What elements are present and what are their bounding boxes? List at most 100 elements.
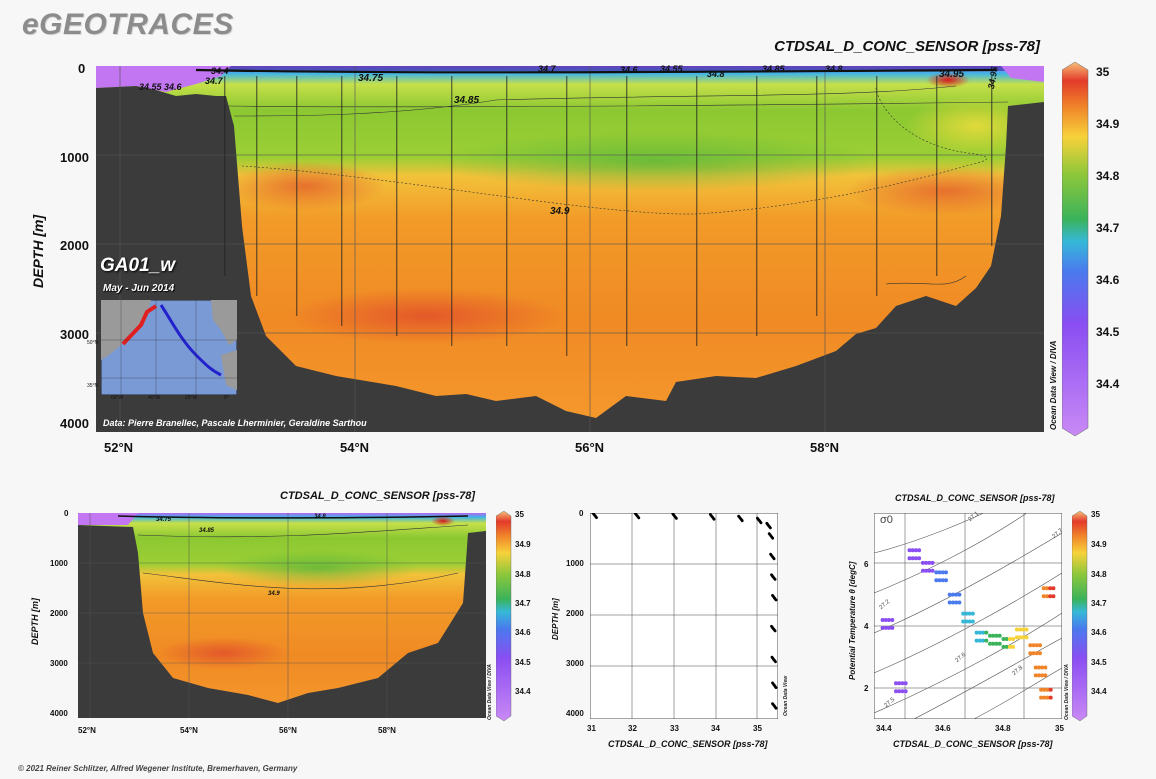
ts-point — [887, 625, 891, 630]
ts-point — [967, 611, 972, 616]
small-colorbar-tick: 34.7 — [515, 599, 531, 608]
profile-xtick: 34 — [711, 724, 720, 733]
map-lon-label: 0° — [224, 395, 229, 401]
ts-point — [984, 638, 989, 643]
ts-title: CTDSAL_D_CONC_SENSOR [pss-78] — [895, 493, 1055, 503]
ts-point — [1036, 673, 1041, 678]
brand-title: eGEOTRACES — [22, 8, 234, 41]
small-contour-label: 34.85 — [199, 528, 215, 534]
ts-point — [1039, 695, 1044, 700]
ts-point — [1033, 665, 1038, 670]
ts-point — [924, 560, 929, 565]
ts-point — [1004, 644, 1009, 649]
ts-point — [1028, 643, 1033, 648]
ts-point — [997, 633, 1002, 638]
ts-point — [940, 570, 945, 575]
colorbar-tick: 34.5 — [1096, 325, 1120, 339]
ts-point — [934, 570, 939, 575]
ts-point — [1043, 673, 1048, 678]
contour-label: 34.8 — [825, 64, 843, 74]
ts-point — [907, 548, 912, 553]
ts-point — [1004, 637, 1009, 641]
small-colorbar-tick: 34.9 — [515, 540, 531, 549]
small-xtick: 54°N — [180, 726, 198, 735]
profile-ytick: 4000 — [566, 709, 584, 718]
ts-point — [930, 560, 935, 565]
profile-ytick: 0 — [579, 509, 584, 518]
ts-point — [1039, 687, 1044, 692]
ts-point — [1011, 637, 1016, 641]
ts-point — [1034, 643, 1039, 648]
ts-point — [920, 560, 925, 565]
ts-point — [1007, 637, 1012, 641]
map-lat-label: 35°N — [87, 383, 99, 389]
ts-point — [897, 689, 902, 694]
ts-point — [927, 560, 932, 565]
small-ytick: 2000 — [50, 609, 68, 618]
contour-label: 34.75 — [358, 73, 384, 84]
ts-point — [964, 619, 969, 624]
ts-point — [1021, 627, 1026, 632]
ts-point — [951, 592, 955, 597]
ts-point — [1031, 643, 1036, 648]
cruise-period: May - Jun 2014 — [103, 283, 175, 294]
ts-point — [964, 611, 969, 616]
contour-label: 34.6 — [164, 82, 182, 92]
colorbar-tick: 34.6 — [1096, 273, 1120, 287]
ts-point — [1001, 644, 1006, 649]
ts-point — [913, 556, 918, 561]
ts-point — [1038, 651, 1042, 656]
odv-credit: Ocean Data View / DIVA — [1049, 340, 1058, 430]
ts-point — [883, 625, 888, 630]
profile-point — [774, 660, 777, 664]
contour-label: 34.4 — [211, 66, 229, 76]
ts-point — [1045, 586, 1049, 591]
profile-point — [772, 557, 776, 561]
ts-point — [988, 641, 992, 646]
sigma-symbol: σ0 — [880, 514, 893, 526]
main-section-plot — [96, 66, 1044, 432]
profile-xtick: 35 — [753, 724, 762, 733]
main-y-axis-label: DEPTH [m] — [30, 214, 46, 288]
ts-point — [981, 630, 985, 635]
contour-label: 34.6 — [620, 65, 638, 75]
ts-point — [957, 592, 962, 597]
colorbar-tick: 34.8 — [1096, 169, 1120, 183]
ts-point — [1048, 586, 1053, 591]
profile-point — [712, 517, 716, 521]
ts-point — [984, 630, 989, 635]
ts-point — [1045, 687, 1050, 692]
small-colorbar-tick: 34.6 — [515, 628, 531, 637]
ts-point — [913, 548, 918, 553]
ts-colorbar-tick: 34.6 — [1091, 628, 1107, 637]
small-ytick: 1000 — [50, 559, 68, 568]
ts-point — [944, 570, 948, 575]
colorbar-tick: 34.9 — [1096, 117, 1120, 131]
ts-xtick: 34.4 — [876, 724, 892, 733]
small-colorbar — [496, 510, 512, 722]
ts-point — [947, 600, 952, 605]
ts-point — [1021, 635, 1026, 640]
small-contour-label: 34.75 — [156, 517, 172, 523]
ts-point — [1018, 627, 1023, 632]
ts-plot — [874, 513, 1062, 719]
ts-point — [1051, 594, 1056, 599]
ts-odv-credit: Ocean Data View / DIVA — [1064, 664, 1070, 720]
profile-ytick: 1000 — [566, 559, 584, 568]
ts-point — [910, 548, 915, 553]
ts-point — [1042, 687, 1047, 692]
contour-label: 34.85 — [454, 95, 480, 106]
map-lon-label: 40°W — [148, 395, 161, 401]
small-section-plot — [78, 513, 486, 718]
ts-point — [954, 592, 959, 597]
ts-point — [1043, 665, 1048, 670]
main-colorbar — [1062, 61, 1089, 437]
ts-ytick: 4 — [864, 622, 869, 631]
ts-point — [1034, 651, 1039, 656]
ts-point — [1042, 695, 1047, 700]
ts-point — [967, 619, 972, 624]
ts-point — [917, 548, 922, 553]
ts-point — [1007, 644, 1012, 649]
main-ytick: 3000 — [60, 327, 89, 342]
small-section-title: CTDSAL_D_CONC_SENSOR [pss-78] — [280, 490, 475, 502]
